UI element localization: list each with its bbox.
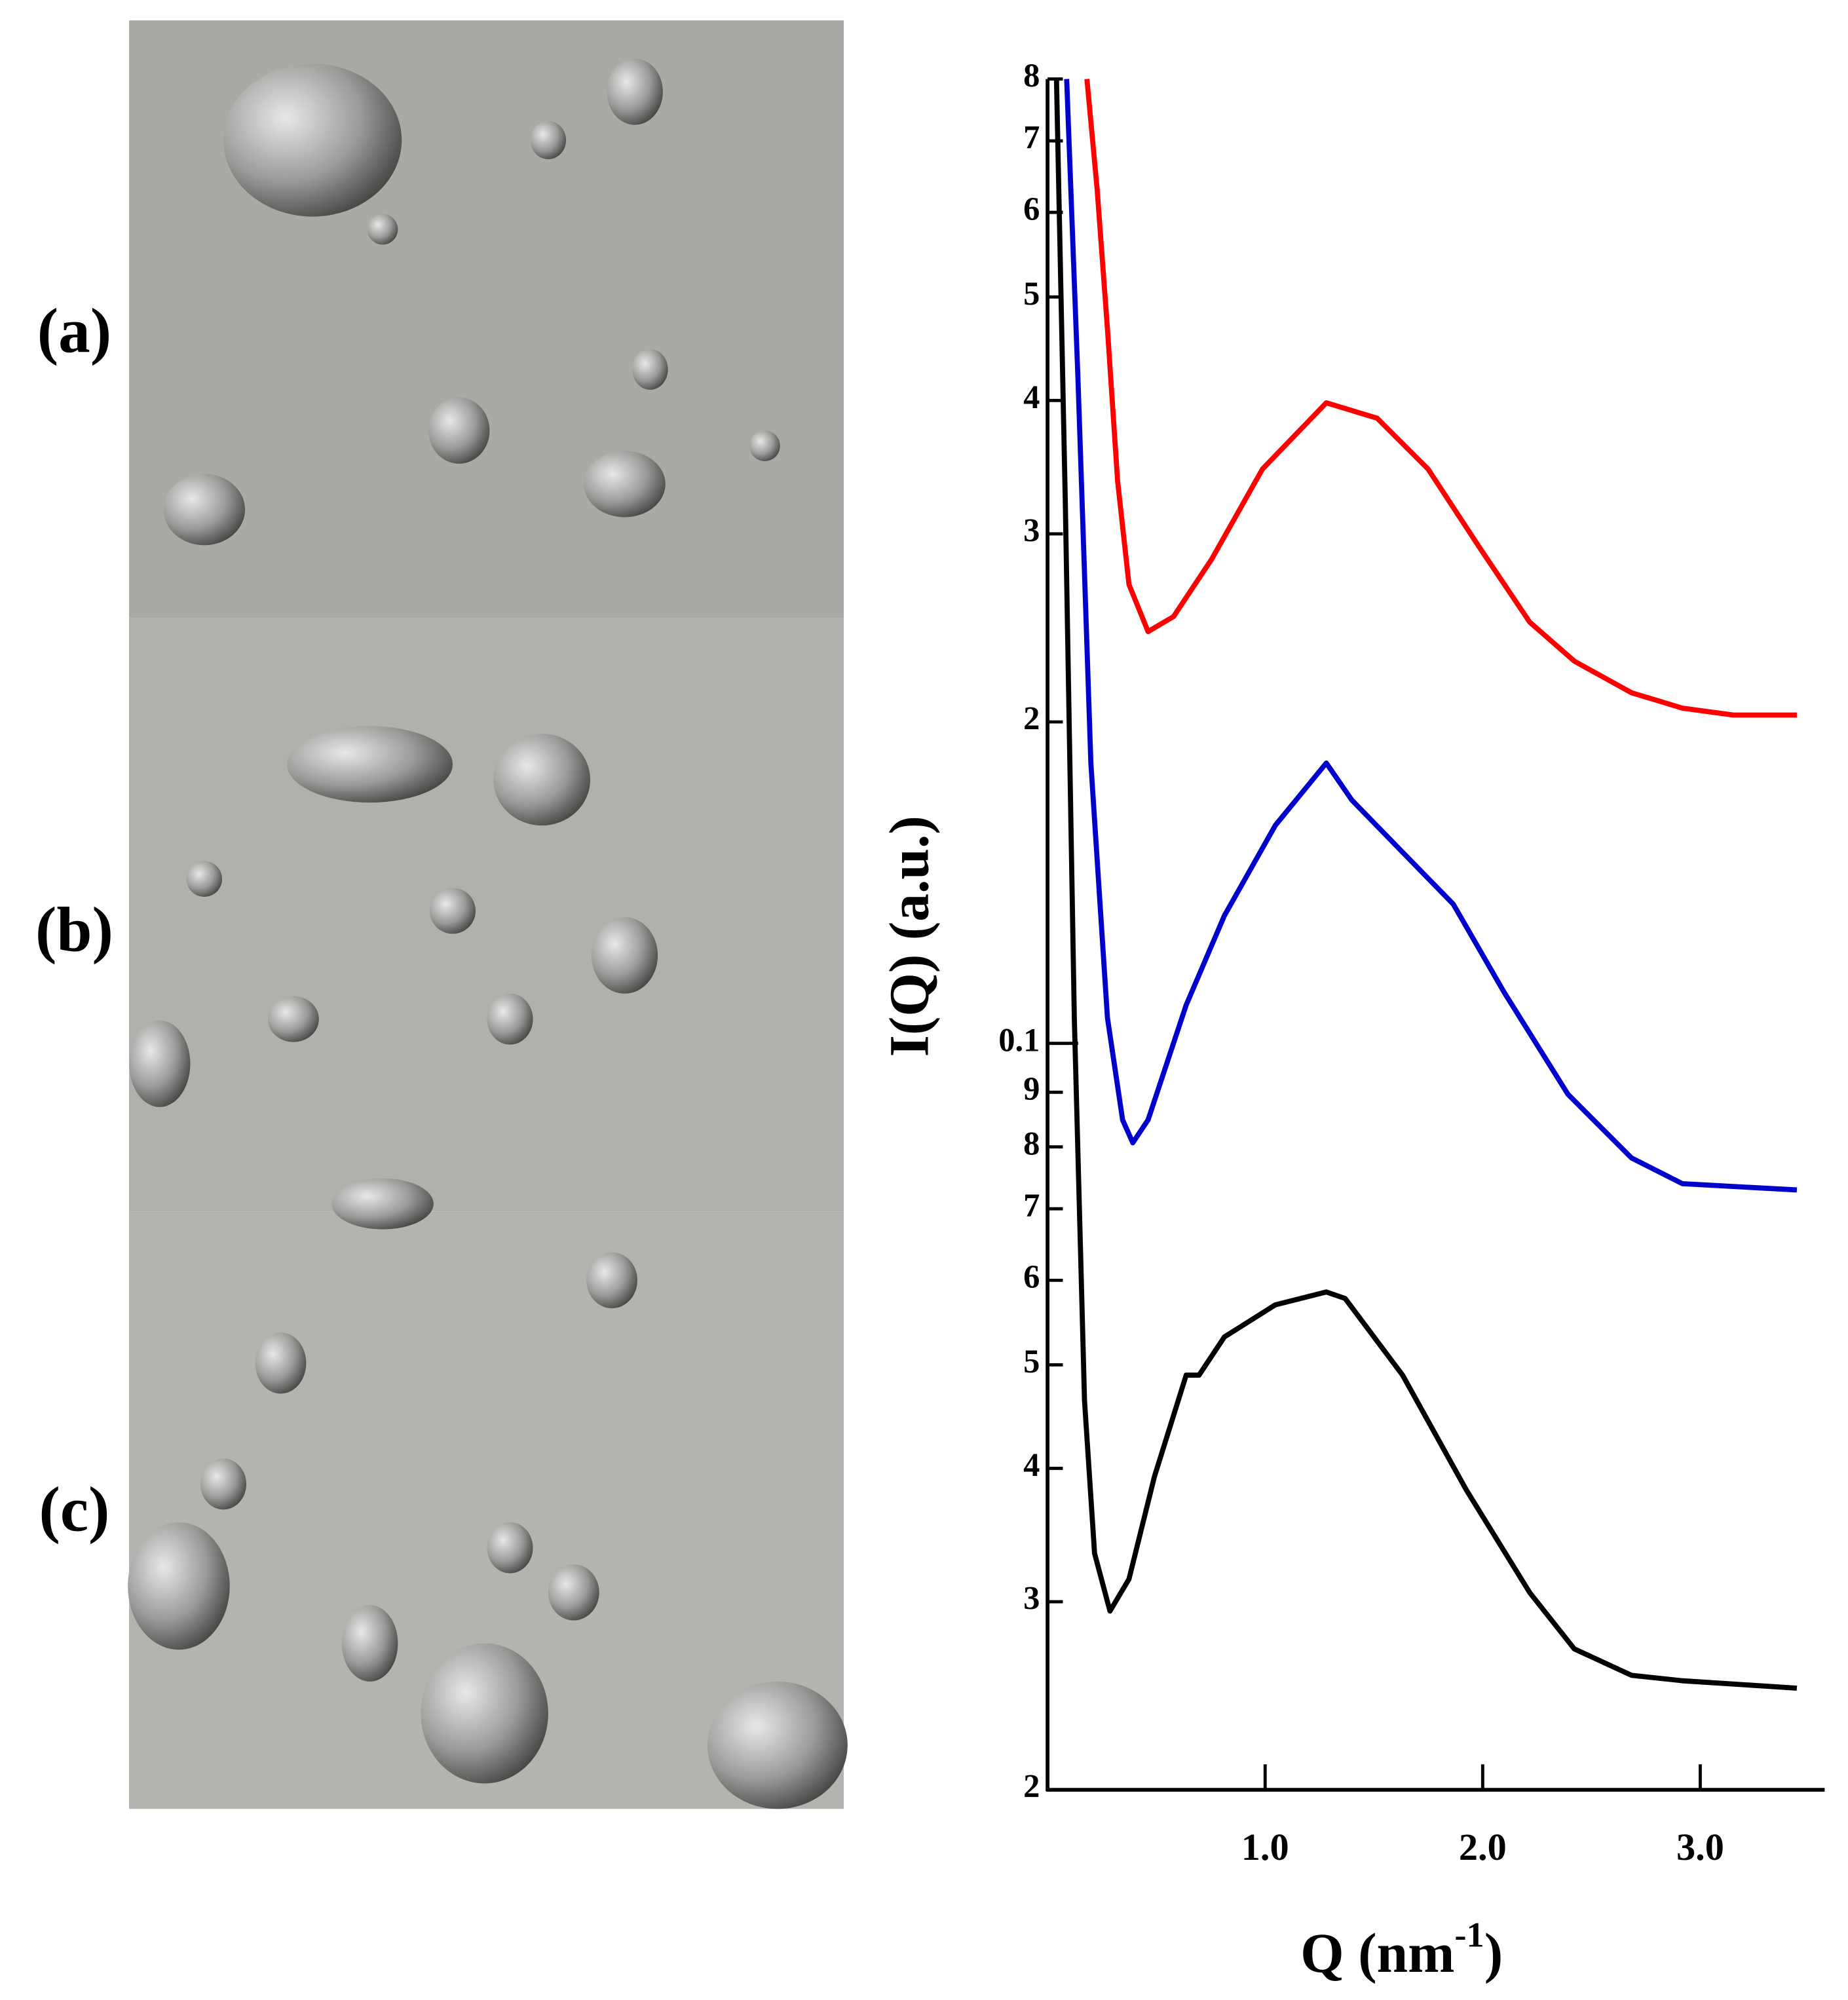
y-tick-label: 6: [1023, 191, 1040, 227]
y-tick-label: 3: [1023, 512, 1040, 549]
y-tick-label: 4: [1023, 1446, 1040, 1483]
plot-area: [1053, 79, 1798, 1691]
x-axis-title-text: Q (nm: [1300, 1922, 1454, 1984]
panel-label: (a): [37, 296, 111, 367]
x-tick-label: 2.0: [1459, 1826, 1507, 1868]
x-axis-title: Q (nm-1): [1300, 1914, 1503, 1984]
micrographs: [128, 20, 848, 1809]
y-axis-title: I(Q) (a.u.): [878, 816, 940, 1057]
x-tick-label: 1.0: [1241, 1826, 1289, 1868]
y-tick-label: 8: [1023, 1125, 1040, 1161]
y-tick-label: 6: [1023, 1258, 1040, 1295]
x-axis-title-end: ): [1484, 1922, 1503, 1984]
y-tick-label: 5: [1023, 275, 1040, 312]
y-tick-label: 3: [1023, 1580, 1040, 1617]
y-tick-label: 8: [1023, 57, 1040, 94]
y-tick-label: 0.1: [998, 1021, 1040, 1058]
x-axis-title-sup: -1: [1454, 1914, 1484, 1954]
y-tick-label: 7: [1023, 1187, 1040, 1224]
y-tick-label: 2: [1023, 1768, 1040, 1805]
droplets: [128, 58, 848, 1809]
series-line: [1064, 79, 1798, 1193]
series-line: [1084, 79, 1797, 718]
panel-label: (b): [35, 895, 113, 966]
series-line: [1053, 79, 1798, 1691]
x-tick-label: 3.0: [1676, 1826, 1724, 1868]
y-tick-label: 9: [1023, 1070, 1040, 1107]
panel-label: (c): [39, 1474, 110, 1545]
y-tick-label: 7: [1023, 119, 1040, 156]
y-tick-label: 2: [1023, 700, 1040, 737]
micrograph-b: [129, 618, 844, 1212]
y-tick-label: 5: [1023, 1343, 1040, 1380]
y-tick-label: 4: [1023, 379, 1040, 415]
